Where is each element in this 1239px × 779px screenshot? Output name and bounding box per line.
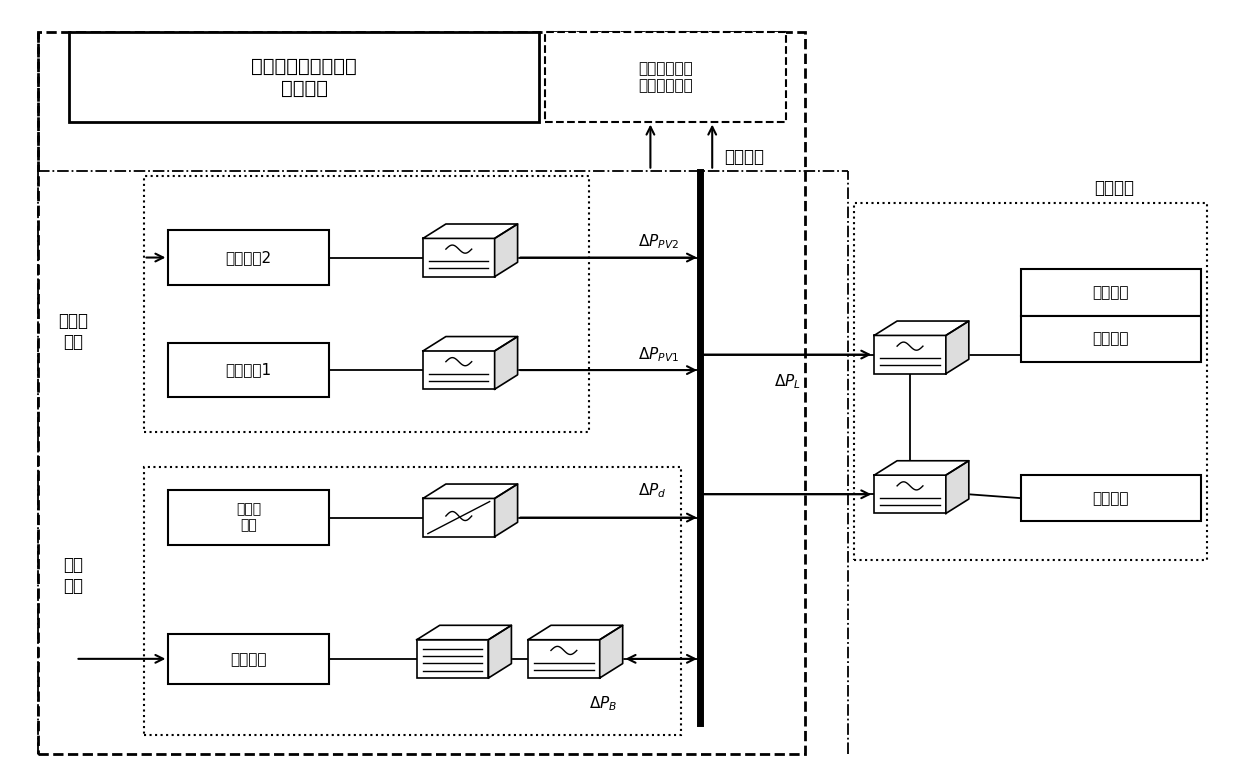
Text: $\Delta P_L$: $\Delta P_L$: [774, 372, 800, 391]
Bar: [169, 231, 330, 284]
Bar: [422, 499, 494, 537]
Polygon shape: [416, 626, 512, 640]
Polygon shape: [494, 484, 518, 537]
Text: 多种负荷: 多种负荷: [1094, 178, 1134, 196]
Bar: [855, 203, 1207, 560]
Bar: [875, 336, 945, 374]
Bar: [38, 33, 805, 754]
Text: 电动汽车: 电动汽车: [1093, 285, 1129, 300]
Polygon shape: [422, 337, 518, 351]
Text: 光伏系统2: 光伏系统2: [225, 250, 271, 265]
Text: 光伏系统1: 光伏系统1: [225, 362, 271, 378]
Polygon shape: [945, 321, 969, 374]
Polygon shape: [528, 626, 623, 640]
Bar: [416, 640, 488, 678]
Text: 自适应鲁棒频率协调
控制策略: 自适应鲁棒频率协调 控制策略: [252, 57, 357, 97]
Bar: [528, 640, 600, 678]
Bar: [169, 634, 330, 685]
Text: 储能系统: 储能系统: [230, 652, 266, 667]
Text: $\Delta P_{PV1}$: $\Delta P_{PV1}$: [638, 345, 679, 364]
Bar: [144, 176, 589, 432]
Bar: [144, 467, 681, 735]
Polygon shape: [494, 224, 518, 277]
Text: 直流负载: 直流负载: [1093, 491, 1129, 506]
Bar: [169, 343, 330, 397]
Polygon shape: [600, 626, 623, 678]
Bar: [1021, 315, 1201, 362]
Polygon shape: [875, 460, 969, 475]
Bar: [169, 491, 330, 545]
Text: 交流负载: 交流负载: [1093, 332, 1129, 347]
Polygon shape: [875, 321, 969, 336]
Text: 柴油机
系统: 柴油机 系统: [237, 502, 261, 533]
Polygon shape: [494, 337, 518, 390]
Text: $\Delta P_B$: $\Delta P_B$: [590, 695, 617, 714]
Text: 柴储
系统: 柴储 系统: [63, 556, 83, 595]
Polygon shape: [422, 484, 518, 499]
Text: $\Delta P_{PV2}$: $\Delta P_{PV2}$: [638, 233, 679, 252]
Bar: [69, 33, 539, 122]
Polygon shape: [422, 224, 518, 238]
Bar: [422, 238, 494, 277]
Polygon shape: [488, 626, 512, 678]
Bar: [422, 351, 494, 390]
Bar: [1021, 475, 1201, 521]
Bar: [875, 475, 945, 513]
Bar: [1021, 270, 1201, 315]
Text: 多光伏
系统: 多光伏 系统: [58, 312, 88, 351]
Text: 交流母线: 交流母线: [725, 148, 764, 166]
Polygon shape: [945, 460, 969, 513]
Text: $\Delta P_d$: $\Delta P_d$: [638, 481, 667, 500]
Text: 自适应滑模负
荷频率控制器: 自适应滑模负 荷频率控制器: [638, 61, 694, 93]
Bar: [545, 33, 787, 122]
